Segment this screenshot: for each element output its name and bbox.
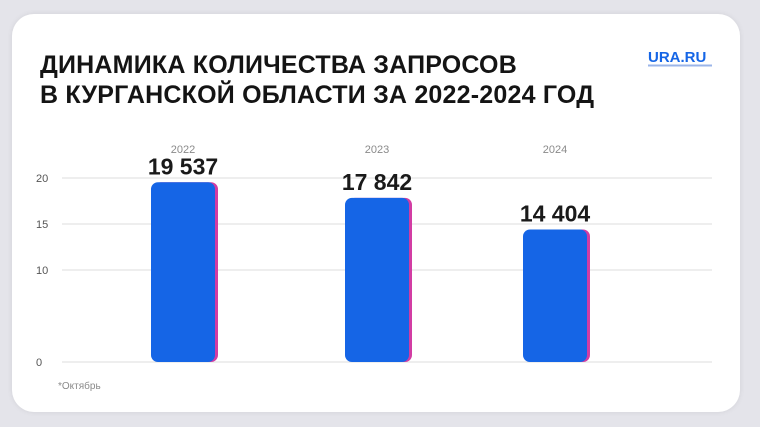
title-line-1: ДИНАМИКА КОЛИЧЕСТВА ЗАПРОСОВ xyxy=(40,51,517,79)
bar xyxy=(523,229,587,362)
chart-title: ДИНАМИКА КОЛИЧЕСТВА ЗАПРОСОВ В КУРГАНСКО… xyxy=(40,50,594,110)
y-tick-label: 20 xyxy=(36,173,48,185)
logo-tagline-graphic xyxy=(648,64,712,67)
value-label: 19 537 xyxy=(148,153,218,179)
footnote: *Октябрь xyxy=(58,381,101,392)
y-tick-label: 0 xyxy=(36,357,42,369)
logo-text: URA.RU xyxy=(648,49,707,66)
bar xyxy=(345,197,409,362)
category-label: 2022 xyxy=(171,144,195,156)
category-label: 2024 xyxy=(543,144,567,156)
bar xyxy=(151,182,215,362)
ura-ru-logo: URA.RU xyxy=(648,50,724,72)
y-tick-label: 15 xyxy=(36,219,48,231)
title-line-2: В КУРГАНСКОЙ ОБЛАСТИ ЗА 2022-2024 ГОД xyxy=(40,81,595,109)
category-label: 2023 xyxy=(365,144,389,156)
y-tick-label: 10 xyxy=(36,265,48,277)
value-label: 14 404 xyxy=(520,200,591,226)
value-label: 17 842 xyxy=(342,169,412,195)
